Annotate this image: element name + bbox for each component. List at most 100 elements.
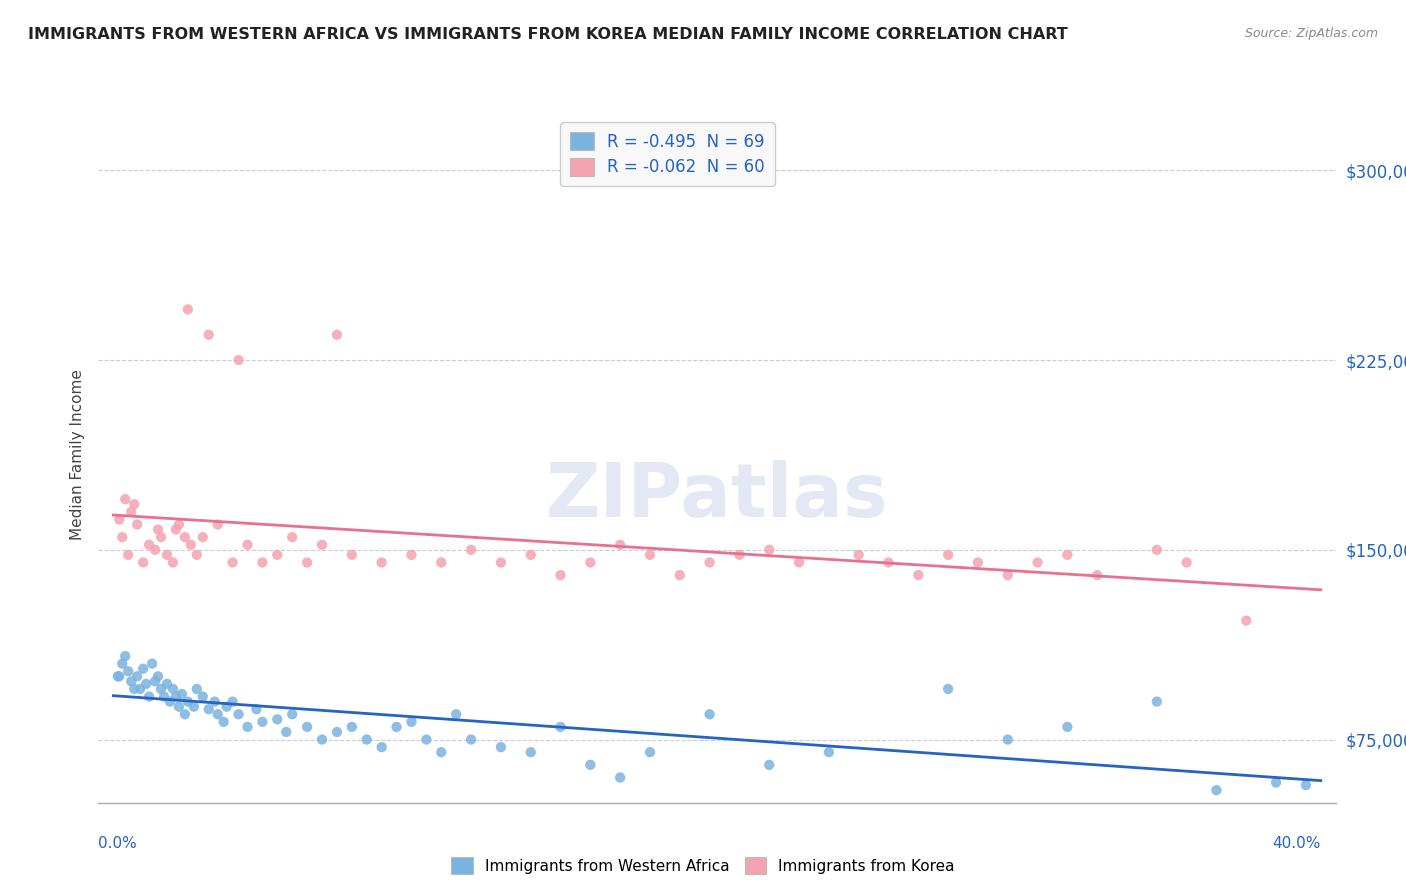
- Point: [295, 556, 318, 570]
- Point: [1056, 548, 1078, 562]
- Point: [326, 327, 349, 342]
- Point: [295, 720, 318, 734]
- Point: [146, 669, 169, 683]
- Point: [186, 681, 208, 696]
- Text: Source: ZipAtlas.com: Source: ZipAtlas.com: [1244, 27, 1378, 40]
- Point: [370, 740, 392, 755]
- Point: [197, 327, 219, 342]
- Point: [236, 538, 259, 552]
- Point: [326, 725, 349, 739]
- Point: [550, 568, 572, 582]
- Point: [173, 707, 195, 722]
- Point: [550, 720, 572, 734]
- Point: [489, 740, 512, 755]
- Point: [385, 720, 408, 734]
- Point: [177, 695, 200, 709]
- Point: [415, 732, 437, 747]
- Point: [252, 556, 274, 570]
- Point: [519, 548, 541, 562]
- Point: [967, 556, 990, 570]
- Point: [135, 677, 157, 691]
- Point: [108, 512, 131, 526]
- Point: [111, 530, 134, 544]
- Point: [848, 548, 870, 562]
- Point: [236, 720, 259, 734]
- Point: [180, 538, 202, 552]
- Point: [444, 707, 467, 722]
- Point: [108, 669, 131, 683]
- Point: [1026, 556, 1049, 570]
- Point: [156, 677, 179, 691]
- Point: [111, 657, 134, 671]
- Point: [699, 556, 721, 570]
- Point: [638, 745, 661, 759]
- Point: [276, 725, 298, 739]
- Point: [153, 690, 176, 704]
- Point: [519, 745, 541, 759]
- Point: [401, 714, 423, 729]
- Text: 40.0%: 40.0%: [1272, 837, 1320, 851]
- Point: [228, 353, 250, 368]
- Point: [132, 556, 155, 570]
- Point: [281, 530, 304, 544]
- Point: [1085, 568, 1108, 582]
- Point: [167, 699, 190, 714]
- Point: [156, 548, 179, 562]
- Point: [173, 530, 195, 544]
- Legend: Immigrants from Western Africa, Immigrants from Korea: Immigrants from Western Africa, Immigran…: [446, 851, 960, 880]
- Text: ZIPatlas: ZIPatlas: [546, 460, 889, 533]
- Point: [221, 695, 243, 709]
- Point: [818, 745, 841, 759]
- Point: [159, 695, 181, 709]
- Point: [117, 548, 139, 562]
- Point: [183, 699, 205, 714]
- Point: [1205, 783, 1227, 797]
- Point: [127, 669, 149, 683]
- Point: [150, 681, 173, 696]
- Point: [215, 699, 238, 714]
- Point: [120, 674, 142, 689]
- Point: [138, 538, 160, 552]
- Point: [127, 517, 149, 532]
- Point: [1146, 542, 1168, 557]
- Point: [122, 497, 145, 511]
- Point: [228, 707, 250, 722]
- Point: [609, 538, 631, 552]
- Point: [150, 530, 173, 544]
- Point: [1265, 775, 1288, 789]
- Point: [1146, 695, 1168, 709]
- Point: [170, 687, 193, 701]
- Point: [758, 757, 780, 772]
- Point: [311, 538, 333, 552]
- Point: [489, 556, 512, 570]
- Text: 0.0%: 0.0%: [98, 837, 138, 851]
- Point: [186, 548, 208, 562]
- Point: [579, 757, 602, 772]
- Point: [132, 662, 155, 676]
- Point: [162, 556, 184, 570]
- Point: [245, 702, 267, 716]
- Point: [117, 665, 139, 679]
- Y-axis label: Median Family Income: Median Family Income: [69, 369, 84, 541]
- Point: [460, 542, 482, 557]
- Point: [281, 707, 304, 722]
- Point: [143, 542, 166, 557]
- Point: [143, 674, 166, 689]
- Point: [204, 695, 226, 709]
- Point: [197, 702, 219, 716]
- Point: [401, 548, 423, 562]
- Point: [1295, 778, 1317, 792]
- Point: [579, 556, 602, 570]
- Point: [340, 720, 363, 734]
- Point: [114, 492, 136, 507]
- Point: [997, 568, 1019, 582]
- Point: [165, 690, 187, 704]
- Point: [212, 714, 235, 729]
- Point: [129, 681, 152, 696]
- Point: [141, 657, 163, 671]
- Point: [340, 548, 363, 562]
- Point: [668, 568, 690, 582]
- Point: [370, 556, 392, 570]
- Text: IMMIGRANTS FROM WESTERN AFRICA VS IMMIGRANTS FROM KOREA MEDIAN FAMILY INCOME COR: IMMIGRANTS FROM WESTERN AFRICA VS IMMIGR…: [28, 27, 1069, 42]
- Point: [356, 732, 378, 747]
